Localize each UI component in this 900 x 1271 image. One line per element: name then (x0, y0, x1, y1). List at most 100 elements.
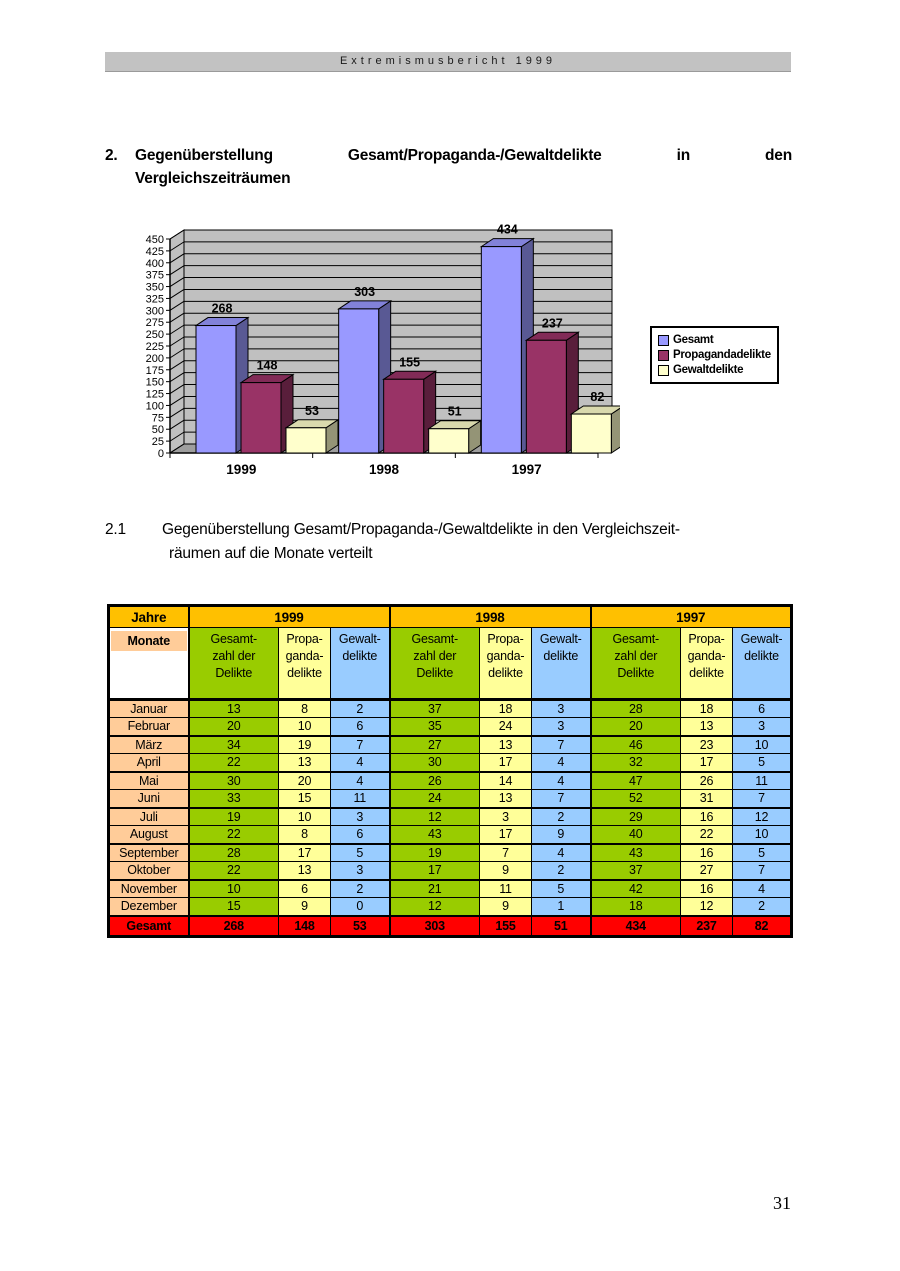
value-cell: 46 (590, 735, 681, 754)
value-cell: 16 (680, 807, 733, 826)
legend-swatch-icon (658, 349, 669, 361)
bar-front-face (428, 428, 470, 454)
chart-wall-hatch (169, 396, 185, 406)
y-axis-label: 450 (146, 234, 164, 246)
bar-front-face (525, 339, 567, 454)
heading-token: in (676, 147, 691, 164)
value-cell: 4 (531, 843, 592, 862)
table-row: Dezember 15 9 0 12 9 1 18 12 2 (108, 897, 793, 917)
legend-label: Gesamt (673, 334, 714, 346)
value-cell: 5 (732, 753, 793, 773)
section-2-heading: 2. Gegenüberstellung Gesamt/Propaganda-/G… (105, 147, 792, 188)
value-cell: 10 (278, 807, 331, 826)
value-cell: 0 (330, 897, 391, 917)
jahre-header-cell: Jahre (108, 605, 190, 628)
y-axis-label: 100 (146, 400, 164, 412)
legend-item: Propagandadelikte (658, 349, 772, 361)
y-axis-label: 375 (146, 270, 164, 282)
value-cell: 8 (278, 825, 331, 845)
column-header-cell: Propa- ganda- delikte (680, 627, 733, 701)
chart-wall-hatch (169, 312, 185, 323)
table-row: August 22 8 6 43 17 9 40 22 10 (108, 825, 793, 845)
chart-wall-hatch (169, 336, 185, 347)
month-cell: September (108, 843, 190, 862)
column-header-cell: Gesamt- zahl der Delikte (389, 627, 480, 701)
value-cell: 29 (590, 807, 681, 826)
chart-wall-hatch (169, 300, 185, 311)
value-cell: 8 (278, 699, 331, 718)
value-cell: 17 (479, 753, 532, 773)
value-cell: 26 (389, 771, 480, 790)
month-cell: November (108, 879, 190, 898)
value-cell: 20 (590, 717, 681, 737)
section-2-1-line1: Gegenüberstellung Gesamt/Propaganda-/Gew… (162, 521, 680, 538)
value-cell: 42 (590, 879, 681, 898)
value-cell: 15 (188, 897, 279, 917)
value-cell: 22 (188, 825, 279, 845)
value-cell: 17 (479, 825, 532, 845)
section-2-heading-line1: 2. Gegenüberstellung Gesamt/Propaganda-/G… (105, 147, 792, 165)
section-2-1-number: 2.1 (105, 521, 126, 538)
value-cell: 22 (188, 753, 279, 773)
value-cell: 3 (531, 717, 592, 737)
heading-line1-tokens: Gegenüberstellung Gesamt/Propaganda-/Gewa… (135, 147, 792, 165)
chart-wall-hatch (169, 277, 185, 287)
value-cell: 12 (732, 807, 793, 826)
value-cell: 6 (330, 825, 391, 845)
table-row: März 34 19 7 27 13 7 46 23 10 (108, 735, 793, 754)
legend-item: Gewaltdelikte (658, 364, 772, 376)
chart-wall-hatch (169, 419, 185, 430)
heading-token: den (765, 147, 792, 164)
x-axis-category-label: 1997 (512, 462, 542, 477)
value-cell: 4 (531, 753, 592, 773)
value-cell: 3 (531, 699, 592, 718)
value-cell: 6 (278, 879, 331, 898)
heading-token: Gegenüberstellung (135, 147, 273, 164)
value-cell: 17 (680, 753, 733, 773)
chart-wall-hatch (169, 431, 185, 442)
value-cell: 15 (278, 789, 331, 809)
table-row: Juli 19 10 3 12 3 2 29 16 12 (108, 807, 793, 826)
bar-front-face (480, 246, 522, 454)
value-cell: 19 (188, 807, 279, 826)
value-cell: 9 (278, 897, 331, 917)
bar-front-face (195, 325, 237, 454)
value-cell: 18 (590, 897, 681, 917)
value-cell: 27 (680, 861, 733, 881)
value-cell: 22 (680, 825, 733, 845)
value-cell: 24 (479, 717, 532, 737)
value-cell: 10 (278, 717, 331, 737)
month-cell: Dezember (108, 897, 190, 917)
value-cell: 12 (680, 897, 733, 917)
value-cell: 40 (590, 825, 681, 845)
value-cell: 11 (330, 789, 391, 809)
page-number: 31 (773, 1193, 791, 1213)
value-cell: 7 (531, 735, 592, 754)
value-cell: 13 (479, 735, 532, 754)
table-column-header-row: Monate Gesamt- zahl der Delikte Propa- gan… (108, 627, 793, 701)
value-cell: 3 (479, 807, 532, 826)
value-cell: 32 (590, 753, 681, 773)
section-2-1-heading: 2.1 Gegenüberstellung Gesamt/Propaganda-… (105, 518, 800, 566)
value-cell: 30 (389, 753, 480, 773)
value-cell: 7 (732, 789, 793, 809)
table-total-row: Gesamt 268 148 53 303 155 51 434 237 82 (108, 915, 793, 937)
y-axis-label: 400 (146, 258, 164, 270)
chart-wall-hatch (169, 372, 185, 383)
chart-wall-hatch (169, 241, 185, 252)
value-cell: 21 (389, 879, 480, 898)
total-label-cell: Gesamt (108, 915, 190, 937)
bar-value-label: 51 (448, 405, 462, 419)
value-cell: 3 (330, 861, 391, 881)
value-cell: 13 (680, 717, 733, 737)
value-cell: 31 (680, 789, 733, 809)
column-header-cell: Propa- ganda- delikte (278, 627, 331, 701)
value-cell: 4 (732, 879, 793, 898)
value-cell: 20 (278, 771, 331, 790)
column-header-cell: Propa- ganda- delikte (479, 627, 532, 701)
month-cell: Januar (108, 699, 190, 718)
value-cell: 4 (330, 771, 391, 790)
chart-wall-hatch (169, 348, 185, 359)
legend-swatch-icon (658, 334, 669, 346)
column-header-cell: Gesamt- zahl der Delikte (590, 627, 681, 701)
